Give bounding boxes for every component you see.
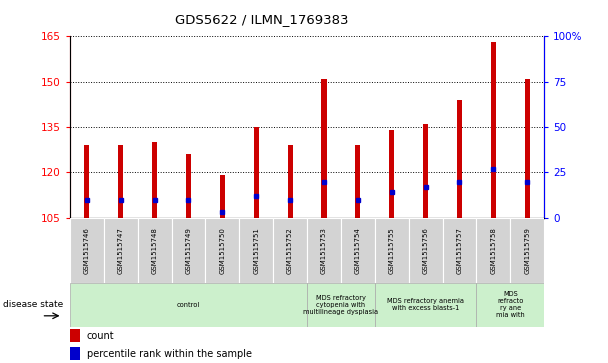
Text: GSM1515753: GSM1515753 [321,227,327,274]
Bar [341,218,375,283]
Bar [307,218,341,283]
Text: GSM1515749: GSM1515749 [185,227,192,274]
Bar [409,218,443,283]
Text: GSM1515750: GSM1515750 [219,227,226,274]
Bar [70,329,80,342]
Text: GSM1515759: GSM1515759 [524,227,530,274]
Bar [152,142,157,218]
Bar [322,79,326,218]
Text: GSM1515746: GSM1515746 [84,227,90,274]
Text: GSM1515748: GSM1515748 [151,227,157,274]
Bar [525,79,530,218]
Text: percentile rank within the sample: percentile rank within the sample [86,349,252,359]
Bar [118,145,123,218]
Text: GSM1515751: GSM1515751 [253,227,259,274]
Bar [70,347,80,360]
Bar [171,218,206,283]
Text: GSM1515747: GSM1515747 [118,227,124,274]
Text: disease state: disease state [3,301,63,309]
Bar [307,283,375,327]
Text: GSM1515754: GSM1515754 [355,227,361,274]
Bar [443,218,477,283]
Bar [206,218,240,283]
Text: GSM1515758: GSM1515758 [490,227,496,274]
Bar [288,145,292,218]
Text: MDS refractory
cytopenia with
multilineage dysplasia: MDS refractory cytopenia with multilinea… [303,295,378,315]
Text: count: count [86,331,114,341]
Bar [389,130,394,218]
Bar [104,218,137,283]
Bar [375,218,409,283]
Text: MDS
refracto
ry ane
mia with: MDS refracto ry ane mia with [496,291,525,318]
Bar [375,283,477,327]
Bar [423,124,428,218]
Bar [85,145,89,218]
Bar [477,283,544,327]
Text: control: control [177,302,200,308]
Bar [457,100,462,218]
Text: GSM1515755: GSM1515755 [389,227,395,274]
Bar [137,218,171,283]
Bar [355,145,361,218]
Text: GDS5622 / ILMN_1769383: GDS5622 / ILMN_1769383 [174,13,348,26]
Text: GSM1515756: GSM1515756 [423,227,429,274]
Bar [477,218,510,283]
Bar [70,218,104,283]
Bar [491,42,496,218]
Bar [510,218,544,283]
Text: MDS refractory anemia
with excess blasts-1: MDS refractory anemia with excess blasts… [387,298,464,311]
Bar [240,218,273,283]
Bar [273,218,307,283]
Bar [186,154,191,218]
Bar [70,283,307,327]
Text: GSM1515757: GSM1515757 [457,227,463,274]
Text: GSM1515752: GSM1515752 [287,227,293,274]
Bar [254,127,259,218]
Bar [220,175,225,218]
